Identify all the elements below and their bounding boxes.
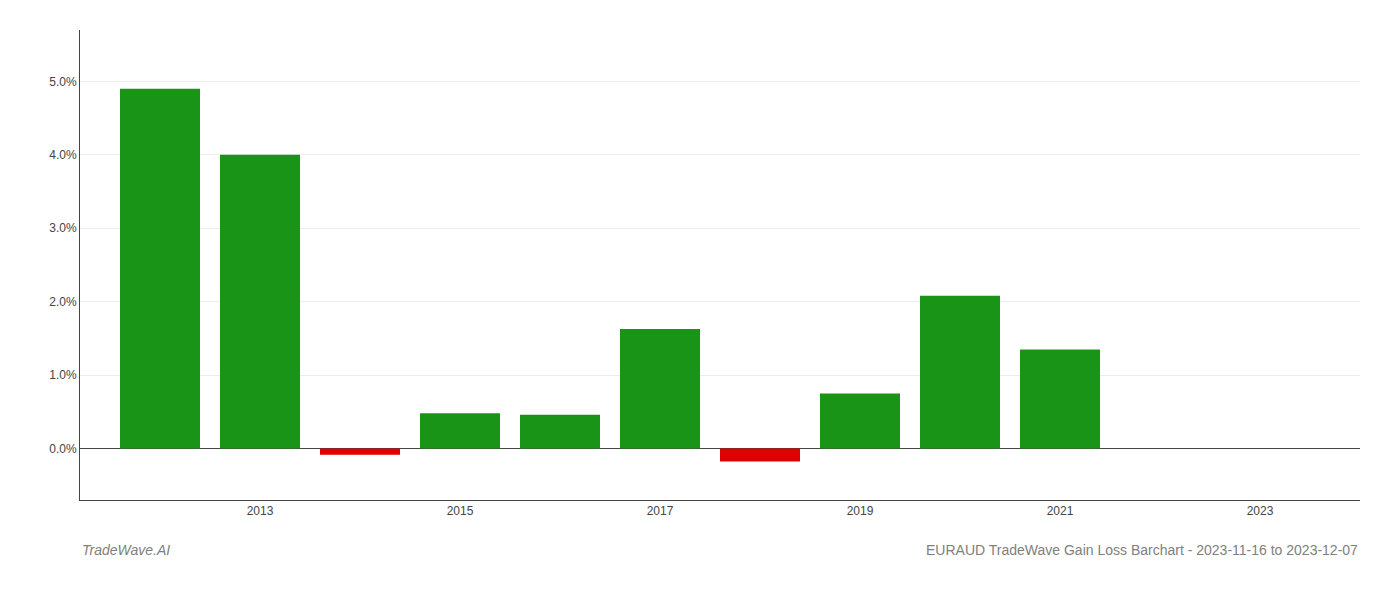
svg-text:2019: 2019 — [847, 504, 874, 518]
svg-text:1.0%: 1.0% — [49, 368, 77, 382]
svg-text:2.0%: 2.0% — [49, 295, 77, 309]
svg-text:TradeWave.AI: TradeWave.AI — [82, 542, 170, 558]
svg-text:2023: 2023 — [1247, 504, 1274, 518]
svg-text:4.0%: 4.0% — [49, 148, 77, 162]
svg-text:2015: 2015 — [447, 504, 474, 518]
svg-text:0.0%: 0.0% — [49, 442, 77, 456]
svg-text:3.0%: 3.0% — [49, 221, 77, 235]
svg-text:5.0%: 5.0% — [49, 75, 77, 89]
svg-text:2021: 2021 — [1047, 504, 1074, 518]
svg-text:2013: 2013 — [247, 504, 274, 518]
svg-text:EURAUD TradeWave Gain Loss Bar: EURAUD TradeWave Gain Loss Barchart - 20… — [926, 542, 1358, 558]
svg-text:2017: 2017 — [647, 504, 674, 518]
